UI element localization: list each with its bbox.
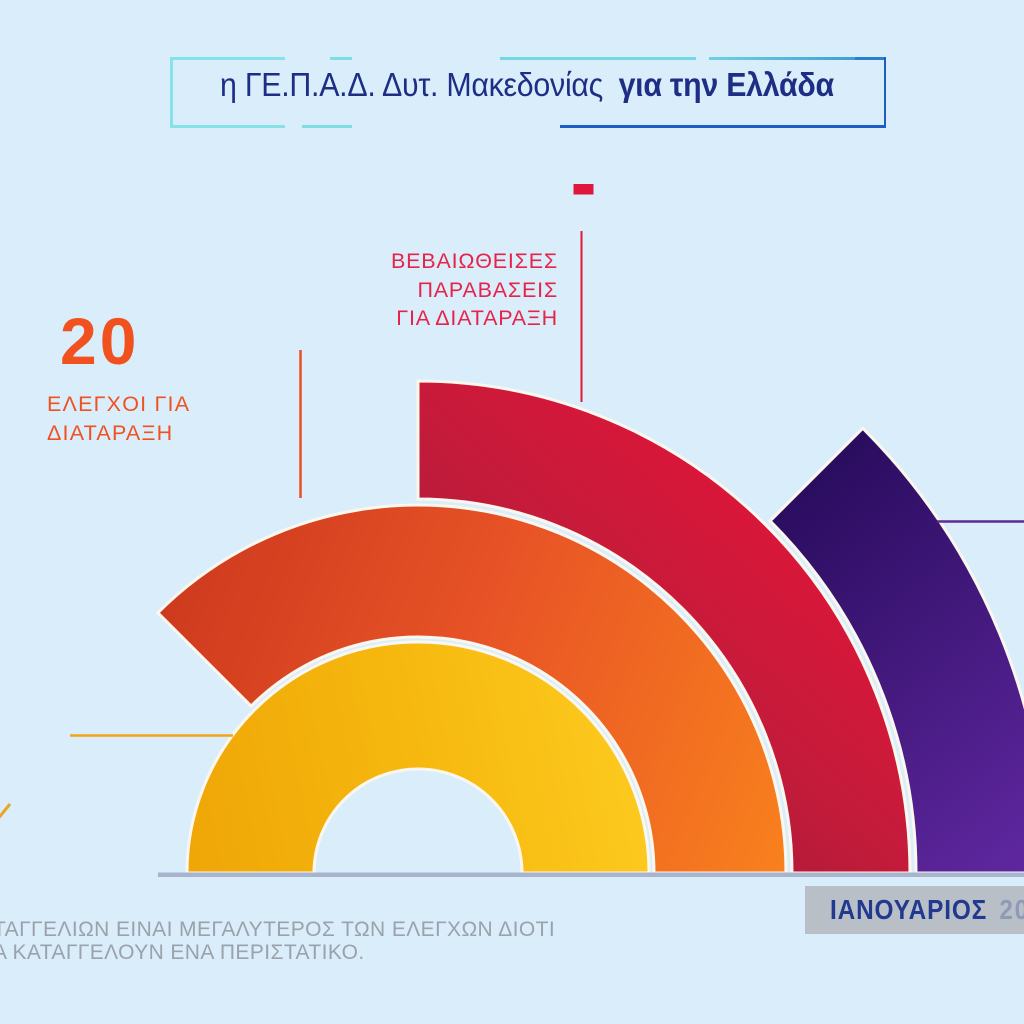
inspections-label-line2: ΔΙΑΤΑΡΑΞΗ	[47, 421, 174, 445]
footnote: ΤΑΓΓΕΛΙΩΝ ΕΙΝΑΙ ΜΕΓΑΛΥΤΕΡΟΣ ΤΩΝ ΕΛΕΓΧΩΝ …	[0, 918, 556, 964]
period-badge-text: ΙΑΝΟΥΑΡΙΟΣ 202	[830, 894, 1024, 926]
frame-bottom-dash-2	[302, 125, 352, 128]
frame-top-dash-3	[500, 57, 696, 60]
frame-top-dash-5	[855, 57, 886, 60]
frame-bottom-dash-3	[560, 124, 886, 128]
baseline-axis	[158, 872, 1024, 877]
frame-top-dash-2	[330, 57, 352, 60]
period-badge: ΙΑΝΟΥΑΡΙΟΣ 202	[805, 886, 1024, 934]
period-month: ΙΑΝΟΥΑΡΙΟΣ	[830, 894, 988, 925]
left-edge-mark	[0, 803, 12, 819]
page-title: η ΓΕ.Π.Α.Δ. Δυτ. Μακεδονίας για την Ελλά…	[199, 66, 856, 104]
arc-ring-orange	[155, 503, 788, 875]
footnote-line1: ΤΑΓΓΕΛΙΩΝ ΕΙΝΑΙ ΜΕΓΑΛΥΤΕΡΟΣ ΤΩΝ ΕΛΕΓΧΩΝ …	[0, 918, 556, 941]
violations-label: ΒΕΒΑΙΩΘΕΙΣΕΣ ΠΑΡΑΒΑΣΕΙΣ ΓΙΑ ΔΙΑΤΑΡΑΞΗ	[298, 247, 558, 333]
frame-top-dash-4	[709, 57, 855, 60]
inspections-label: ΕΛΕΓΧΟΙ ΓΙΑ ΔΙΑΤΑΡΑΞΗ	[47, 390, 190, 448]
arc-ring-yellow	[185, 640, 651, 875]
frame-right-border	[883, 57, 886, 128]
red-dash-marker	[573, 184, 594, 195]
arc-ring-red	[416, 379, 912, 875]
inspections-label-line1: ΕΛΕΓΧΟΙ ΓΙΑ	[47, 392, 191, 416]
page-title-prefix: η ΓΕ.Π.Α.Δ. Δυτ. Μακεδονίας	[220, 66, 604, 103]
frame-top-dash-1	[170, 57, 285, 60]
violations-label-line2: ΠΑΡΑΒΑΣΕΙΣ	[417, 277, 558, 302]
arc-ring-purple	[767, 426, 1024, 875]
page-title-emphasis: για την Ελλάδα	[618, 66, 835, 103]
violations-label-line1: ΒΕΒΑΙΩΘΕΙΣΕΣ	[391, 249, 558, 273]
frame-bottom-dash-1	[170, 125, 285, 128]
frame-left-border	[170, 57, 173, 128]
period-year: 202	[999, 894, 1024, 925]
footnote-line2: Α ΚΑΤΑΓΓΕΛΟΥΝ ΕΝΑ ΠΕΡΙΣΤΑΤΙΚΟ.	[0, 940, 365, 964]
inspections-value: 20	[60, 304, 140, 378]
violations-label-line3: ΓΙΑ ΔΙΑΤΑΡΑΞΗ	[396, 306, 558, 330]
